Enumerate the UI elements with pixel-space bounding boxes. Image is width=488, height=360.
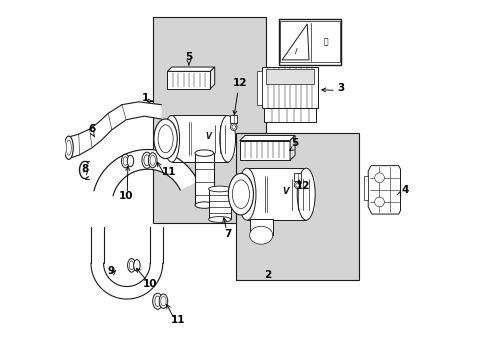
Ellipse shape — [121, 154, 129, 168]
Ellipse shape — [294, 181, 300, 189]
Text: 12: 12 — [232, 78, 246, 88]
Bar — [171, 116, 227, 162]
Polygon shape — [94, 149, 198, 196]
Ellipse shape — [152, 293, 163, 309]
Ellipse shape — [195, 202, 213, 208]
Text: 10: 10 — [143, 279, 158, 289]
Bar — [163, 123, 235, 154]
Polygon shape — [289, 135, 294, 160]
Bar — [280, 22, 339, 62]
Polygon shape — [91, 263, 163, 299]
Bar — [167, 71, 210, 89]
Text: V: V — [205, 132, 211, 141]
Text: 11: 11 — [162, 167, 176, 177]
Polygon shape — [363, 176, 367, 200]
Ellipse shape — [163, 116, 179, 162]
Ellipse shape — [133, 260, 140, 271]
Text: 9: 9 — [107, 266, 114, 276]
Ellipse shape — [374, 197, 384, 207]
Ellipse shape — [166, 123, 177, 154]
Ellipse shape — [154, 119, 177, 158]
Ellipse shape — [230, 123, 237, 131]
Bar — [195, 153, 213, 205]
Ellipse shape — [159, 294, 167, 309]
Bar — [235, 134, 359, 280]
Polygon shape — [69, 102, 161, 158]
Ellipse shape — [148, 153, 157, 168]
Ellipse shape — [238, 168, 255, 220]
Text: 12: 12 — [295, 181, 309, 191]
Polygon shape — [257, 71, 262, 105]
Bar — [264, 108, 316, 122]
Ellipse shape — [208, 217, 230, 222]
Bar — [249, 220, 272, 235]
Bar — [239, 140, 289, 160]
Bar — [208, 189, 230, 220]
Bar — [153, 17, 265, 223]
Text: 10: 10 — [119, 191, 133, 201]
Ellipse shape — [64, 136, 73, 159]
Polygon shape — [239, 135, 294, 140]
Text: 1: 1 — [142, 93, 148, 103]
Ellipse shape — [127, 258, 135, 272]
Text: 3: 3 — [337, 83, 344, 93]
Polygon shape — [167, 67, 214, 71]
Ellipse shape — [228, 174, 253, 215]
Bar — [265, 69, 314, 84]
Text: V: V — [282, 187, 288, 196]
Ellipse shape — [208, 186, 230, 192]
Bar — [293, 173, 301, 181]
Text: 4: 4 — [400, 185, 408, 194]
Text: 8: 8 — [81, 164, 88, 174]
Text: 7: 7 — [224, 229, 232, 239]
Ellipse shape — [297, 168, 314, 220]
Bar — [230, 115, 237, 123]
Bar — [278, 19, 341, 65]
Polygon shape — [367, 166, 400, 214]
Bar — [238, 177, 314, 211]
Ellipse shape — [219, 116, 235, 162]
Ellipse shape — [374, 173, 384, 183]
Ellipse shape — [241, 177, 252, 211]
Text: 11: 11 — [170, 315, 184, 325]
Text: 🔧: 🔧 — [323, 37, 328, 46]
Ellipse shape — [195, 150, 213, 156]
Text: /: / — [294, 48, 296, 54]
Text: 6: 6 — [88, 123, 96, 134]
Text: 5: 5 — [290, 138, 298, 148]
Ellipse shape — [127, 155, 133, 167]
Ellipse shape — [249, 226, 272, 244]
Bar — [262, 67, 317, 108]
Bar — [246, 168, 305, 220]
Text: 5: 5 — [185, 51, 192, 62]
Ellipse shape — [142, 152, 152, 168]
Text: 2: 2 — [264, 270, 271, 280]
Polygon shape — [210, 67, 214, 89]
